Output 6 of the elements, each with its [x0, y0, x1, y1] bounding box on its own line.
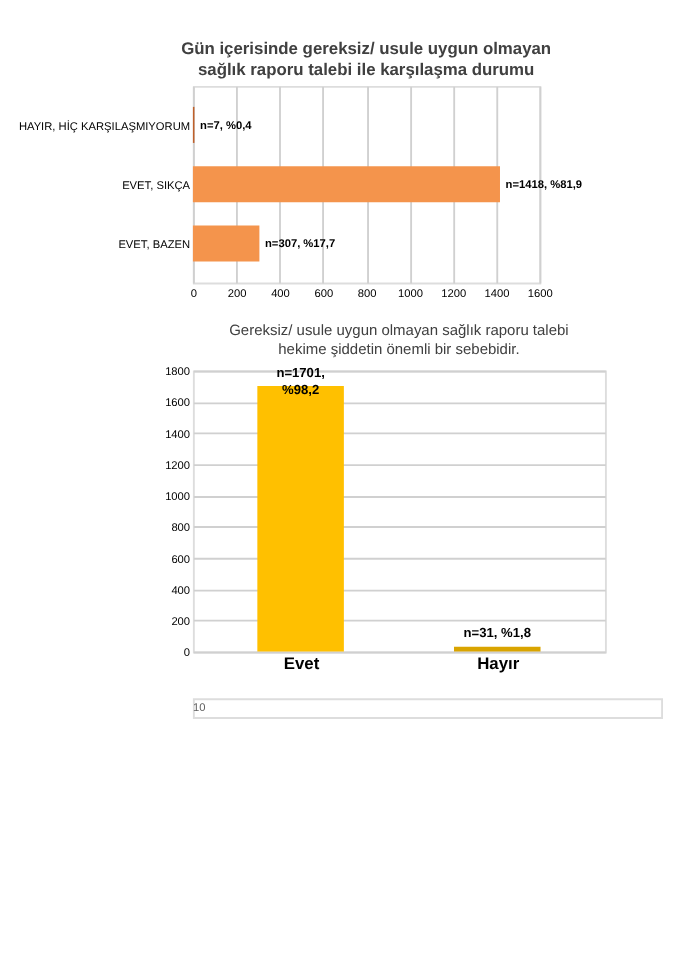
chart-title: Gün içerisinde gereksiz/ usule uygun olmayan sağlık raporu talebi ile karşılaşma durumu: [181, 38, 552, 79]
x-tick-label: Hayır: [477, 653, 521, 674]
bar: [192, 166, 500, 203]
chart-title: Gereksiz/ usule uygun olmayan sağlık raporu talebi hekime şiddetin önemli bir sebebidir.: [229, 320, 570, 358]
bar: [192, 225, 260, 262]
x-tick-label: Evet: [283, 653, 320, 674]
